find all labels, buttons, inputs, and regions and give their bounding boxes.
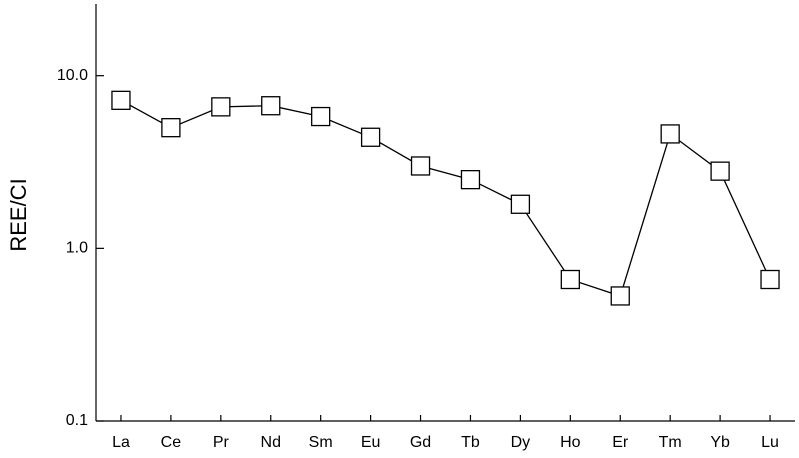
x-tick-label: La: [112, 434, 130, 451]
x-tick-label: Er: [612, 434, 629, 451]
marker: [460, 169, 481, 190]
marker: [610, 286, 630, 306]
marker: [360, 127, 381, 147]
x-tick-label: Eu: [361, 434, 381, 451]
x-tick-label: Gd: [410, 434, 431, 451]
marker: [211, 97, 231, 117]
marker: [111, 90, 131, 110]
y-axis-label: REE/CI: [6, 178, 31, 251]
x-tick-label: Dy: [511, 434, 531, 451]
marker: [161, 118, 181, 138]
x-tick-label: Tm: [659, 434, 682, 451]
marker: [760, 269, 780, 290]
x-tick-label: Lu: [761, 434, 779, 451]
x-tick-label: Tb: [461, 434, 480, 451]
y-tick-label: 1.0: [66, 240, 88, 257]
marker: [560, 269, 580, 290]
x-tick-label: Ce: [161, 434, 182, 451]
marker: [510, 194, 531, 214]
y-tick-label: 10.0: [57, 67, 88, 84]
x-tick-label: Sm: [309, 434, 333, 451]
marker: [261, 96, 281, 116]
marker: [311, 106, 331, 127]
marker: [410, 156, 431, 176]
marker: [710, 161, 730, 181]
y-tick-label: 0.1: [66, 412, 88, 429]
marker: [660, 124, 680, 144]
x-tick-label: Yb: [710, 434, 730, 451]
x-tick-label: Nd: [261, 434, 281, 451]
x-tick-label: Ho: [560, 434, 581, 451]
x-tick-label: Pr: [213, 434, 230, 451]
